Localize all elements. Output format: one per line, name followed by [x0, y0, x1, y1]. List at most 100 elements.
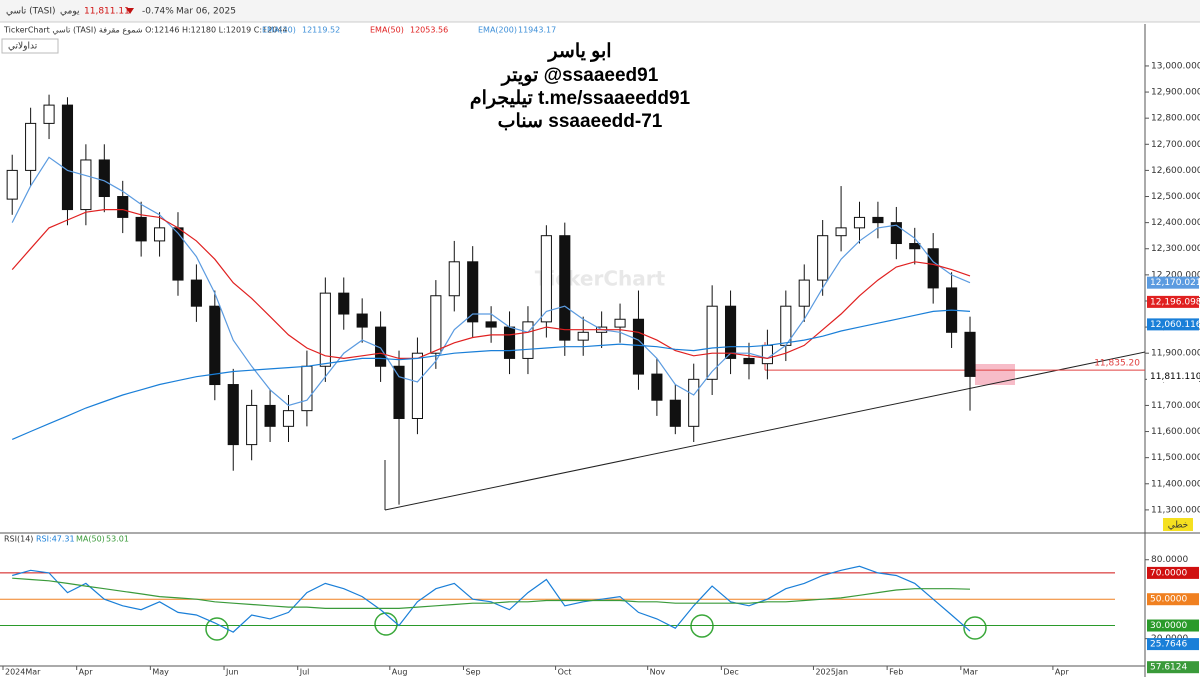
legend-name: RSI:47.31 — [36, 535, 75, 544]
x-tick-label: Jun — [225, 668, 239, 677]
y-tick-label: 11,700.0000 — [1151, 401, 1200, 411]
candle-body — [190, 279, 202, 307]
last-value-label: 12,196.0986 — [1150, 297, 1200, 307]
legend-name: EMA(200) — [478, 26, 517, 35]
level-box — [1147, 619, 1199, 632]
candle-body — [61, 104, 74, 211]
y-tick-label: 11,500.0000 — [1151, 453, 1200, 463]
legend-name: 53.01 — [106, 535, 129, 544]
highlight-box — [975, 364, 1015, 385]
legend-value: 11943.17 — [518, 26, 556, 35]
style-button[interactable] — [1163, 518, 1193, 531]
candle-body — [338, 292, 350, 315]
y-tick-label: 11,600.0000 — [1151, 427, 1200, 437]
candle-body — [706, 305, 718, 380]
legend-value: 12053.56 — [410, 26, 448, 35]
last-value-label: 11,811.1104 — [1150, 372, 1200, 382]
y-tick-label: 12,400.0000 — [1151, 218, 1200, 228]
rsi-circles — [205, 612, 987, 641]
x-tick-label: May — [152, 668, 169, 677]
x-tick-label: 2024Mar — [5, 668, 41, 677]
candle-body — [264, 404, 276, 427]
side-label[interactable]: تداولاتي — [8, 42, 38, 52]
rsi-line — [12, 577, 971, 609]
last-value-label: 57.6124 — [1150, 663, 1187, 673]
legend-name: EMA(20) — [262, 26, 296, 35]
trend-line — [384, 351, 1146, 511]
level-box — [1147, 593, 1199, 606]
candle-body — [817, 235, 829, 281]
x-tick-label: 2025Jan — [815, 668, 848, 677]
candle-body — [798, 279, 810, 307]
legend-value: 12119.52 — [302, 26, 340, 35]
watermark: TickerChart — [535, 267, 666, 291]
candle-body — [153, 227, 166, 242]
x-tick-label: Jul — [299, 668, 310, 677]
candle-body — [172, 227, 184, 281]
last-value-box — [1147, 661, 1199, 674]
x-tick-label: Sep — [465, 668, 480, 677]
last-value-box — [1147, 638, 1199, 651]
y-tick-label: 12,500.0000 — [1151, 192, 1200, 202]
overlay: ابو ياسر تويتر @ssaaeed91 تيليجرام t.me/… — [470, 41, 691, 132]
candle-body — [227, 384, 239, 446]
candle-body — [853, 216, 866, 229]
legend-name: EMA(50) — [370, 26, 404, 35]
last-value-label: 25.7646 — [1150, 640, 1187, 650]
candle-body — [375, 326, 387, 367]
candle-body — [25, 122, 37, 171]
last-value-box — [1147, 370, 1199, 383]
rsi-circle — [205, 617, 229, 641]
candle-body — [964, 331, 976, 377]
candle-body — [98, 159, 110, 198]
candle-body — [6, 169, 18, 200]
rsi-circle — [963, 616, 987, 640]
candle-body — [835, 227, 847, 237]
candle-body — [467, 261, 479, 323]
period: يومي — [60, 7, 80, 17]
candle-body — [503, 326, 516, 359]
candle-body — [688, 378, 700, 427]
y-tick-label: 12,700.0000 — [1151, 140, 1200, 150]
price-header: TickerChart تاسي (TASI) شموع مقرفة O:121… — [3, 26, 288, 35]
candle-body — [632, 318, 645, 375]
ema-line — [11, 156, 971, 407]
candle-body — [43, 104, 55, 124]
candle-body — [80, 159, 92, 211]
candle-body — [761, 344, 773, 365]
x-tick-label: Oct — [558, 668, 572, 677]
down-arrow — [126, 8, 134, 14]
y-tick-label: 12,600.0000 — [1151, 166, 1200, 176]
candle-body — [614, 318, 626, 328]
candle-body — [117, 196, 129, 218]
y-tick-label: 12,200.0000 — [1151, 270, 1200, 280]
change: -0.74% — [142, 7, 174, 17]
last-value-box — [1147, 295, 1199, 308]
candle-body — [724, 305, 737, 359]
last-value-box — [1147, 318, 1199, 331]
y-tick-label: 11,300.0000 — [1151, 505, 1200, 515]
last-value-label: 12,170.0219 — [1150, 278, 1200, 288]
candle-body — [522, 321, 534, 359]
price: 11,811.11 — [84, 7, 130, 17]
y-tick-label: 12,800.0000 — [1151, 114, 1200, 124]
side-tab[interactable] — [1, 38, 59, 54]
candle-body — [356, 313, 368, 328]
symbol: تاسي (TASI) — [6, 7, 56, 17]
panel-title: RSI(14) — [4, 535, 33, 544]
y-tick-label: 13,000.0000 — [1151, 61, 1200, 71]
candle-body — [577, 331, 589, 341]
overlay-line: سناب ssaaeedd-71 — [498, 111, 663, 132]
toolbar — [0, 0, 1200, 22]
candle-body — [485, 321, 497, 328]
rsi-line — [12, 565, 971, 633]
candle-body — [651, 373, 663, 401]
style-button-label[interactable]: خطي — [1168, 521, 1188, 531]
candle-body — [743, 357, 755, 365]
overlay-line: تويتر @ssaaeed91 — [500, 65, 659, 86]
y-tick-label: 12,900.0000 — [1151, 88, 1200, 98]
last-value-label: 12,060.1160 — [1150, 320, 1200, 330]
candle-body — [393, 365, 405, 419]
rsi-circle — [374, 612, 398, 636]
candle-body — [669, 399, 681, 427]
